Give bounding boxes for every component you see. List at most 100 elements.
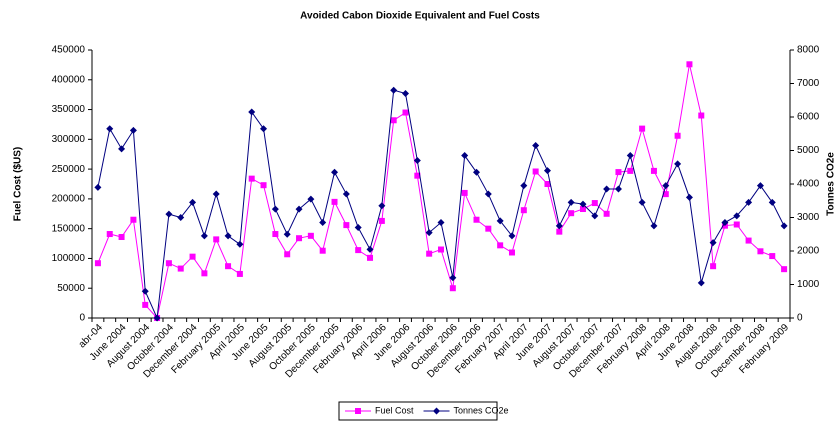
data-point	[698, 112, 705, 119]
y2-tick-label: 8000	[797, 45, 820, 56]
data-point	[756, 182, 764, 190]
data-point	[224, 232, 232, 240]
y2-tick-label: 4000	[797, 179, 820, 190]
data-point	[520, 182, 528, 190]
data-point	[189, 253, 196, 260]
y-tick-label: 400000	[52, 74, 86, 85]
y2-axis-title: Tonnes CO2e	[826, 152, 837, 216]
data-point	[650, 167, 657, 174]
y2-tick-label: 1000	[797, 279, 820, 290]
data-point	[94, 183, 102, 191]
data-point	[769, 253, 776, 260]
data-point	[153, 314, 161, 322]
data-point	[390, 86, 398, 94]
data-point	[433, 407, 441, 415]
data-point	[165, 210, 173, 218]
data-point	[342, 190, 350, 198]
data-point	[319, 247, 326, 254]
data-point	[177, 214, 185, 221]
data-point	[567, 198, 575, 206]
data-point	[532, 168, 539, 175]
data-point	[390, 117, 397, 124]
data-point	[603, 185, 611, 193]
data-point	[189, 198, 197, 206]
data-point	[686, 61, 693, 68]
y-tick-label: 250000	[52, 164, 86, 175]
data-point	[248, 108, 256, 116]
series-line	[97, 89, 785, 320]
data-point	[402, 109, 409, 116]
y-tick-label: 100000	[52, 253, 86, 264]
y-tick-label: 300000	[52, 134, 86, 145]
data-point	[508, 232, 516, 240]
data-point	[283, 230, 291, 238]
y-tick-label: 0	[79, 313, 85, 324]
data-point	[662, 191, 669, 198]
data-point	[710, 263, 717, 270]
data-point	[472, 168, 480, 176]
data-point	[461, 152, 469, 160]
data-point	[367, 254, 374, 261]
data-point	[781, 266, 788, 273]
data-point	[331, 168, 339, 176]
data-point	[591, 200, 598, 207]
data-point	[591, 212, 599, 220]
data-point	[555, 222, 563, 230]
data-point	[721, 219, 729, 227]
legend-label: Tonnes CO2e	[454, 405, 509, 415]
data-point	[520, 207, 527, 214]
data-point	[165, 260, 172, 267]
data-point	[413, 157, 421, 165]
data-point	[638, 198, 646, 206]
series-line	[97, 64, 785, 320]
data-point	[437, 219, 445, 227]
data-point	[200, 232, 208, 240]
data-point	[213, 236, 220, 243]
data-point	[402, 90, 410, 98]
y-tick-label: 350000	[52, 104, 86, 115]
data-point	[354, 224, 362, 232]
data-point	[355, 247, 362, 254]
data-point	[106, 231, 113, 238]
data-point	[236, 270, 243, 277]
data-point	[603, 210, 610, 217]
data-point	[556, 228, 563, 235]
data-point	[733, 212, 741, 220]
legend-box	[338, 401, 498, 421]
data-point	[662, 182, 670, 190]
data-point	[366, 245, 374, 253]
data-point	[626, 152, 634, 160]
data-point	[674, 132, 681, 139]
data-point	[615, 169, 622, 176]
data-point	[130, 216, 137, 223]
y2-tick-label: 6000	[797, 112, 820, 123]
y2-tick-label: 3000	[797, 212, 820, 223]
data-point	[414, 172, 421, 179]
data-point	[614, 185, 622, 193]
data-point	[94, 260, 101, 267]
data-point	[639, 125, 646, 132]
y2-tick-label: 0	[797, 313, 803, 324]
data-point	[768, 198, 776, 206]
y-tick-label: 200000	[52, 194, 86, 205]
data-point	[745, 198, 753, 206]
data-point	[378, 202, 386, 210]
data-point	[543, 167, 551, 175]
data-point	[106, 125, 114, 133]
data-point	[473, 216, 480, 223]
data-point	[496, 217, 504, 225]
data-point	[142, 301, 149, 308]
legend-label: Fuel Cost	[375, 405, 414, 415]
data-point	[295, 205, 303, 213]
data-point	[331, 198, 338, 205]
data-point	[579, 206, 586, 213]
data-point	[355, 408, 361, 414]
data-point	[118, 234, 125, 241]
data-point	[674, 160, 682, 168]
y-tick-label: 150000	[52, 223, 86, 234]
data-point	[484, 190, 492, 198]
data-point	[212, 190, 220, 198]
data-point	[508, 249, 515, 256]
data-point	[284, 251, 291, 258]
